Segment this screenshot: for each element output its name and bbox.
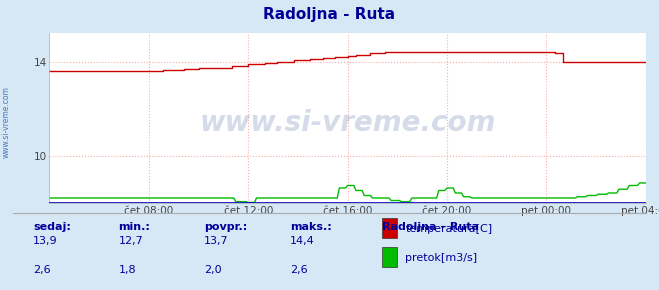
Text: Radoljna - Ruta: Radoljna - Ruta: [264, 7, 395, 22]
Text: pretok[m3/s]: pretok[m3/s]: [405, 253, 477, 263]
Text: sedaj:: sedaj:: [33, 222, 71, 232]
Text: 2,6: 2,6: [290, 265, 308, 275]
Text: www.si-vreme.com: www.si-vreme.com: [200, 109, 496, 137]
Text: 1,8: 1,8: [119, 265, 136, 275]
Text: 2,0: 2,0: [204, 265, 222, 275]
Text: 12,7: 12,7: [119, 236, 144, 246]
Text: 2,6: 2,6: [33, 265, 51, 275]
Text: 13,7: 13,7: [204, 236, 229, 246]
Text: maks.:: maks.:: [290, 222, 331, 232]
Text: www.si-vreme.com: www.si-vreme.com: [2, 86, 11, 158]
Text: 14,4: 14,4: [290, 236, 315, 246]
Text: min.:: min.:: [119, 222, 150, 232]
Text: temperatura[C]: temperatura[C]: [405, 224, 492, 234]
Text: povpr.:: povpr.:: [204, 222, 248, 232]
Text: Radoljna – Ruta: Radoljna – Ruta: [382, 222, 479, 232]
Text: 13,9: 13,9: [33, 236, 57, 246]
